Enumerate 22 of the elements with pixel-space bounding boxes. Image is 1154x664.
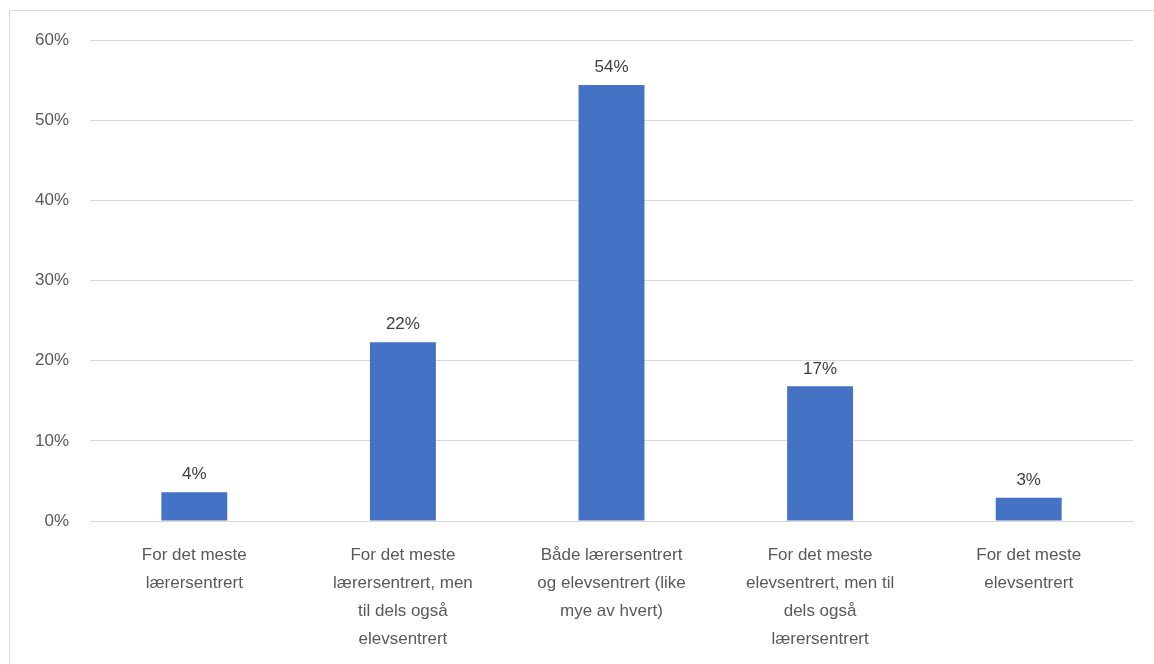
y-tick-label: 0% [44,510,69,530]
bar [161,492,228,521]
y-tick-label: 60% [34,29,69,49]
data-label: 3% [1016,469,1041,489]
data-label: 54% [594,57,629,77]
x-tick-label: Både lærersentrert og elevsentrert (like mye av hvert) [537,544,686,621]
data-label: 17% [803,358,838,378]
x-tick-label: For det meste lærersentrert [141,544,247,593]
data-label: 4% [182,464,207,484]
y-tick-label: 20% [34,350,69,370]
y-tick-label: 30% [34,270,69,290]
data-label: 22% [385,314,420,334]
x-tick-label: For det meste lærersentrert, men til dels også elevsentrert [332,544,473,649]
x-tick-label: For det meste elevsentrert [976,544,1082,593]
y-tick-label: 10% [34,430,69,450]
bar [578,84,645,521]
bar [995,497,1062,521]
y-tick-label: 50% [34,109,69,129]
bar [369,342,436,521]
bar [787,386,854,521]
x-tick-label: For det meste elevsentrert, men til dels også lærersentrert [745,544,895,649]
y-tick-label: 40% [34,190,69,210]
